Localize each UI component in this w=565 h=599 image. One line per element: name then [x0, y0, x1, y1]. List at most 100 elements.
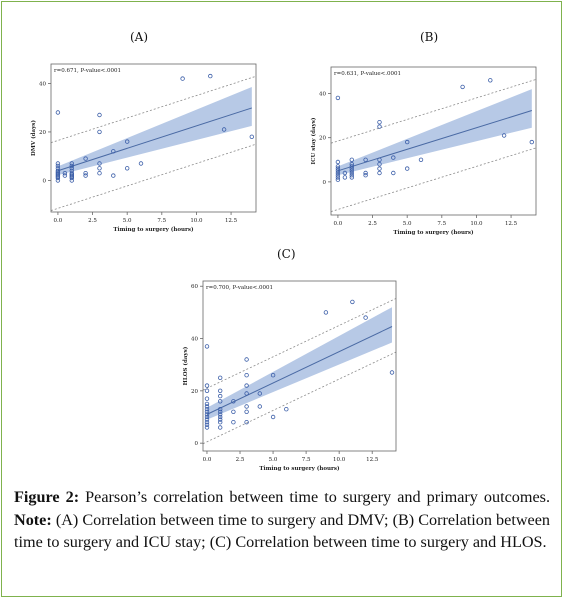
- data-point-23: [69, 161, 74, 166]
- x-tick-label-1: 2.5: [88, 218, 97, 224]
- data-point-6: [204, 409, 210, 414]
- data-point-8: [204, 404, 210, 409]
- data-point-33: [244, 372, 249, 378]
- data-point-43: [389, 370, 395, 375]
- y-tick-label-1: 20: [319, 136, 326, 142]
- data-point-19: [69, 170, 74, 176]
- data-point-37: [180, 76, 185, 81]
- data-point-31: [404, 139, 410, 145]
- data-point-23: [218, 388, 223, 393]
- data-point-38: [208, 73, 213, 79]
- data-point-31: [97, 112, 102, 118]
- data-point-23: [377, 166, 382, 171]
- x-axis-label: Timing to surgery (hours): [259, 465, 340, 472]
- panel-c-label: (C): [277, 247, 296, 261]
- y-tick-label-1: 20: [39, 130, 46, 136]
- x-axis-label: Timing to surgery (hours): [393, 229, 474, 235]
- regression-line: [57, 107, 252, 172]
- confidence-band: [337, 89, 532, 176]
- data-point-33: [111, 149, 116, 154]
- x-tick-label-0: 0.0: [334, 221, 343, 227]
- y-tick-label-1: 20: [191, 389, 198, 395]
- data-point-42: [363, 315, 368, 320]
- data-point-27: [231, 399, 236, 404]
- x-tick-label-3: 7.5: [437, 221, 446, 227]
- data-point-19: [218, 409, 223, 414]
- x-tick-label-2: 5.0: [403, 221, 412, 227]
- chart-c: 0.0 2.5 5.0 7.5 10.0 12.5 0 20 40 60 Timing to sur…: [182, 280, 397, 472]
- data-point-20: [363, 170, 368, 176]
- data-point-26: [83, 156, 88, 161]
- data-point-36: [257, 391, 262, 396]
- data-point-13: [204, 344, 210, 349]
- data-point-37: [270, 414, 276, 420]
- data-point-39: [221, 127, 227, 132]
- data-point-34: [244, 357, 249, 362]
- data-point-26: [231, 409, 236, 414]
- data-point-30: [97, 129, 102, 135]
- data-point-18: [349, 157, 354, 162]
- data-point-17: [349, 161, 354, 167]
- x-tick-label-1: 2.5: [236, 457, 245, 463]
- data-point-15: [349, 166, 354, 171]
- data-point-40: [249, 134, 254, 139]
- data-point-25: [231, 419, 236, 425]
- data-point-16: [349, 164, 354, 169]
- data-point-40: [323, 310, 329, 315]
- data-point-30: [404, 166, 410, 171]
- data-point-4: [204, 414, 210, 420]
- data-point-11: [55, 110, 61, 115]
- data-point-4: [335, 168, 341, 173]
- data-point-34: [488, 78, 493, 83]
- data-point-5: [204, 412, 210, 417]
- data-point-3: [204, 417, 210, 422]
- data-point-36: [529, 139, 534, 145]
- data-point-22: [377, 170, 382, 176]
- data-point-34: [124, 166, 130, 171]
- y-axis-label: ICU stay (days): [310, 117, 317, 164]
- x-tick-label-0: 0.0: [54, 218, 63, 224]
- data-point-32: [244, 383, 249, 388]
- data-point-26: [377, 124, 382, 129]
- data-point-7: [335, 159, 341, 165]
- data-point-13: [62, 170, 68, 176]
- regression-line: [337, 110, 532, 172]
- data-point-14: [349, 168, 354, 173]
- data-point-28: [391, 170, 396, 176]
- plot-frame: [202, 280, 397, 452]
- correlation-annotation: r=0.671, P-value<.0001: [54, 68, 121, 74]
- data-point-35: [124, 139, 130, 144]
- y-tick-label-0: 0: [195, 441, 199, 447]
- data-point-8: [335, 95, 341, 101]
- data-point-19: [363, 172, 368, 178]
- data-point-24: [218, 375, 223, 380]
- data-point-21: [69, 166, 74, 171]
- data-point-27: [377, 119, 382, 125]
- data-point-20: [218, 406, 223, 412]
- y-tick-label-2: 40: [191, 337, 198, 343]
- caption-note-label: Note:: [14, 510, 52, 529]
- y-tick-label-0: 0: [323, 180, 327, 186]
- data-point-25: [83, 170, 88, 176]
- data-point-28: [244, 419, 249, 425]
- data-point-10: [342, 170, 348, 176]
- data-point-8: [55, 166, 61, 171]
- x-axis-label: Timing to surgery (hours): [113, 226, 194, 233]
- data-point-24: [377, 161, 382, 167]
- data-point-14: [218, 425, 223, 430]
- data-point-39: [284, 406, 289, 412]
- data-point-21: [218, 399, 223, 404]
- panel-b: (B) 0.0 2.5 5.0 7.5 10.0 12.5 0 20 40 Timing to s…: [304, 26, 548, 236]
- x-tick-label-5: 12.5: [366, 457, 379, 463]
- y-tick-label-2: 40: [39, 81, 46, 87]
- x-tick-label-2: 5.0: [123, 218, 132, 224]
- data-point-17: [218, 414, 223, 420]
- x-tick-label-4: 10.0: [190, 218, 203, 224]
- y-axis-label: HLOS (days): [182, 346, 189, 385]
- x-tick-label-3: 7.5: [302, 457, 311, 463]
- data-point-0: [335, 177, 341, 182]
- chart-a: 0.0 2.5 5.0 7.5 10.0 12.5 0 20 40 Timing to surge…: [30, 63, 257, 233]
- data-point-32: [418, 157, 424, 162]
- data-point-5: [335, 166, 341, 171]
